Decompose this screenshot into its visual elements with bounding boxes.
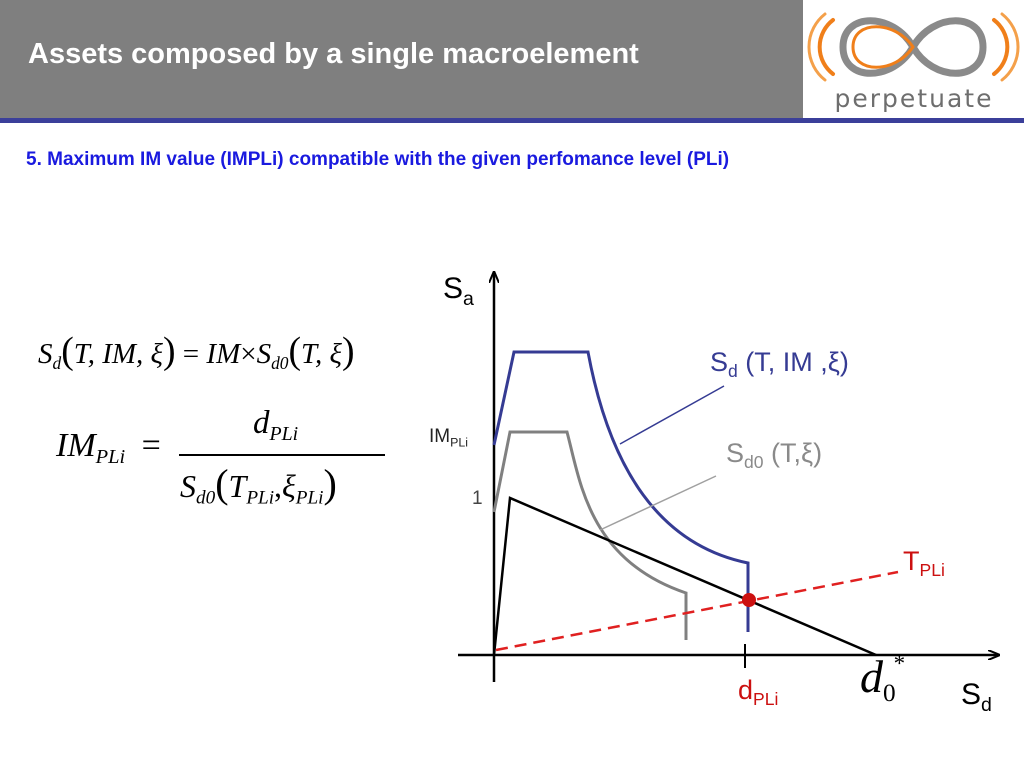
sd0-leader-line [599,475,717,531]
sd-formula-rhs-args: T, ξ [301,338,342,370]
sd-leader-line [619,385,725,445]
sd-formula: Sd(T, IM, ξ) = IM×Sd0(T, ξ) [38,330,355,374]
im-formula-numerator: dPLi [253,405,299,445]
y-axis-label: Sa [443,272,474,310]
logo [803,0,1024,118]
logo-text: perpetuate [834,84,994,113]
im-formula-denominator: Sd0(TPLi,ξPLi) [180,461,337,509]
sd-formula-times: × [240,338,257,370]
slide-title: Assets composed by a single macroelement [28,38,639,70]
im-formula-num: d [253,405,270,441]
im-formula-den-t: T [228,468,247,504]
im-formula-den-xi: ξ [282,468,296,504]
sd-curve-label: Sd (T, IM ,ξ) [710,347,849,382]
performance-point [742,593,756,607]
period-label: TPLi [903,546,945,581]
dpli-label: dPLi [738,675,779,710]
im-formula-den-sub: d0 [196,487,216,509]
header-bar [0,0,803,118]
im-formula-lhs: IMPLi = [56,427,161,469]
sd-formula-lhs: S [38,338,53,370]
im-formula-den-xi-sub: PLi [295,487,324,509]
sd-formula-rhs-sub: d0 [271,353,289,374]
im-formula-lhs-sub: PLi [95,446,126,469]
sd0-curve-label: Sd0 (T,ξ) [726,438,823,473]
d0-star-label: d0* [860,651,906,707]
im-formula-den-s: S [180,468,196,504]
sd0-spectrum-curve [492,430,688,640]
x-axis-label: Sd [961,678,992,716]
header-divider [0,118,1024,123]
sd-formula-lhs-args: T, IM, ξ [73,338,163,370]
im-pli-label: IMPLi [429,426,468,450]
period-line [495,570,899,652]
infinity-logo-icon [807,12,1020,82]
im-formula-den-t-sub: PLi [246,487,275,509]
sd-formula-lhs-sub: d [52,353,62,374]
im-formula-equals: = [141,427,161,464]
im-formula-fraction-bar [179,454,385,456]
unit-tick-label: 1 [472,488,483,509]
im-formula-lhs-text: IM [56,427,96,464]
sd-formula-rhs-s: S [256,338,272,370]
sd-spectrum-curve [492,350,750,632]
step-subtitle: 5. Maximum IM value (IMPLi) compatible w… [26,149,730,170]
im-formula-num-sub: PLi [269,422,299,445]
sd-formula-im: IM [206,338,241,370]
